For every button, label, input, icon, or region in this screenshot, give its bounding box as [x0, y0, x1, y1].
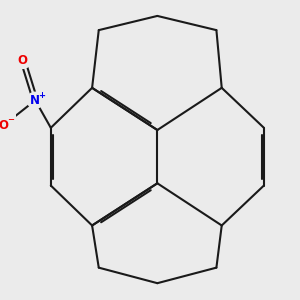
Text: N: N: [30, 94, 40, 107]
Circle shape: [15, 52, 31, 68]
Text: O: O: [18, 54, 28, 67]
Circle shape: [0, 118, 11, 134]
Circle shape: [27, 92, 43, 108]
Text: −: −: [7, 116, 14, 124]
Text: O: O: [0, 119, 8, 132]
Text: +: +: [38, 91, 45, 100]
